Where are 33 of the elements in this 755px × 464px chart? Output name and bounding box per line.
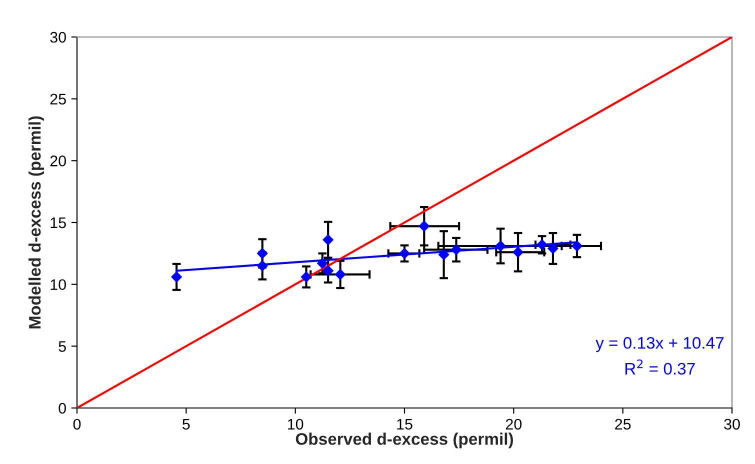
y-tick-label: 5	[58, 341, 66, 352]
point	[571, 240, 582, 252]
x-tick-label: 10	[288, 418, 304, 430]
point	[399, 248, 410, 259]
point	[495, 240, 506, 252]
x-tick-label: 5	[182, 418, 190, 430]
annotation: R$^{2}$ = 0.37	[625, 359, 695, 375]
x-axis-title: Observed d-excess (permil)	[296, 432, 513, 448]
point	[418, 220, 430, 232]
y-tick-label: 20	[50, 156, 66, 166]
y-tick-label: 0	[58, 402, 66, 414]
point	[256, 260, 268, 272]
point	[322, 265, 334, 276]
point	[512, 246, 524, 258]
y-tick-label: 10	[50, 279, 66, 290]
x-tick-label: 15	[397, 418, 412, 430]
point	[171, 271, 182, 282]
point	[334, 268, 346, 280]
y-tick-label: 30	[50, 32, 66, 43]
point	[536, 239, 548, 250]
x-tick-label: 20	[506, 418, 522, 430]
point	[450, 244, 462, 256]
y-axis-title: Modelled d-excess (permil)	[28, 116, 44, 328]
y-tick-label: 25	[50, 94, 66, 105]
annotation: y = 0.13x + 10.47	[596, 337, 724, 352]
x-tick-label: 30	[724, 418, 740, 430]
x-tick-label: 0	[73, 418, 81, 430]
point	[438, 249, 450, 260]
point	[322, 234, 334, 246]
x-tick-label: 25	[615, 418, 631, 430]
point	[256, 248, 268, 259]
point	[316, 258, 328, 269]
y-tick-label: 15	[50, 218, 66, 228]
